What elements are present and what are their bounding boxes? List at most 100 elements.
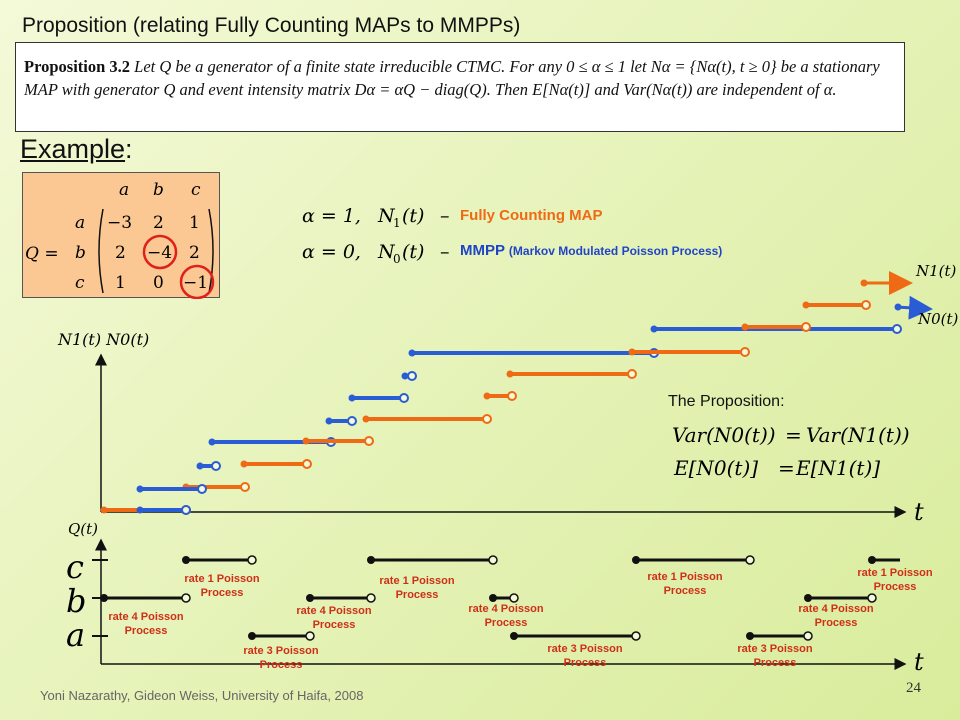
legend-n0-label: N0(t) [917,310,959,328]
dash-2: – [440,241,450,263]
step-start-dot [325,417,333,425]
step-end-circle [407,371,417,381]
matrix-cell: −3 [107,213,132,233]
state-end-circle [366,593,376,603]
matrix-cell: −4 [147,243,172,263]
state-start-dot [306,594,314,602]
n1-sub: 1 [393,216,401,230]
rate-label: rate 4 Poisson Process [108,611,184,637]
state-end-circle [181,593,191,603]
var-left: Var(N0(t)) [672,423,776,447]
state-start-dot [632,556,640,564]
state-end-circle [867,593,877,603]
step-start-dot [136,506,144,514]
step-end-circle [627,369,637,379]
step-start-dot [100,506,108,514]
state-start-dot [367,556,375,564]
rate-label: rate 1 Poisson Process [379,575,455,601]
matrix-col-b: b [153,180,164,200]
dash-1: – [440,205,450,227]
step-end-circle [347,416,357,426]
step-start-dot [196,462,204,470]
matrix-prefix: Q = [25,244,59,264]
step-start-dot [348,394,356,402]
proposition-body: Let Q be a generator of a finite state i… [24,57,880,99]
alpha-zero: α = 0, [302,241,361,263]
state-start-dot [804,594,812,602]
state-start-dot [868,556,876,564]
var-eq: = [785,423,802,447]
generator-matrix: Q = a b c a b c −3 2 1 2 −4 2 1 0 −1 [22,172,220,300]
e-right: E[N1(t)] [795,456,880,480]
matrix-col-c: c [191,180,201,200]
proposition-caption: The Proposition: [668,393,785,410]
state-end-circle [745,555,755,565]
step-start-dot [408,349,416,357]
state-end-circle [247,555,257,565]
q-axis-label: Q(t) [68,520,98,538]
step-start-dot [362,415,370,423]
legend-n0-dot [894,303,902,311]
y-axis-label: N1(t) N0(t) [57,330,149,349]
step-start-dot [628,348,636,356]
matrix-svg: Q = a b c a b c −3 2 1 2 −4 2 1 0 −1 [25,180,215,300]
legend-n0-arrow [895,295,933,320]
step-start-dot [240,460,248,468]
state-start-dot [100,594,108,602]
step-end-circle [181,505,191,515]
e-left: E[N0(t)] [673,456,758,480]
step-start-dot [650,325,658,333]
state-start-dot [510,632,518,640]
footer-credit: Yoni Nazarathy, Gideon Weiss, University… [40,688,364,703]
highlight-circle [142,234,178,270]
matrix-cell: 0 [153,273,164,293]
state-end-circle [509,593,519,603]
rate-label: rate 4 Poisson Process [296,605,372,631]
step-end-circle [892,324,902,334]
e-eq: = [778,456,795,480]
step-start-dot [802,301,810,309]
state-end-circle [305,631,315,641]
n0-t: (t) [402,241,424,263]
rate-label: rate 1 Poisson Process [647,571,723,597]
matrix-cell: 1 [115,273,126,293]
rate-label: rate 4 Poisson Process [468,603,544,629]
state-start-dot [489,594,497,602]
highlight-circle [179,264,215,300]
rate-label: rate 3 Poisson Process [737,643,813,669]
matrix-row-b: b [75,243,86,263]
slide-title: Proposition (relating Fully Counting MAP… [22,14,521,37]
state-c-label: c [66,548,84,586]
matrix-right-paren [208,208,214,294]
matrix-cell: −1 [183,273,208,293]
step-end-circle [197,484,207,494]
n0-symbol: N [377,241,396,263]
matrix-cell: 2 [153,213,164,233]
state-start-dot [746,632,754,640]
step-end-circle [482,414,492,424]
matrix-cell: 2 [115,243,126,263]
rate-label: rate 1 Poisson Process [857,567,933,593]
state-start-dot [182,556,190,564]
step-start-dot [136,485,144,493]
step-start-dot [401,372,409,380]
matrix-row-c: c [75,273,85,293]
n0-sub: 0 [393,252,401,266]
matrix-cell: 1 [189,213,200,233]
rate-label: rate 3 Poisson Process [243,645,319,671]
step-end-circle [364,436,374,446]
mmpp-label: MMPP (Markov Modulated Poisson Process) [460,242,723,259]
step-end-circle [240,482,250,492]
matrix-row-a: a [75,213,85,233]
step-start-dot [302,437,310,445]
fully-counting-label: Fully Counting MAP [460,207,603,224]
rate-label: rate 1 Poisson Process [184,573,260,599]
t-axis-label-upper: t [914,498,924,526]
example-heading: Example: [20,134,133,164]
step-end-circle [302,459,312,469]
rate-label: rate 3 Poisson Process [547,643,623,669]
step-end-circle [740,347,750,357]
var-right: Var(N1(t)) [806,423,910,447]
state-end-circle [488,555,498,565]
